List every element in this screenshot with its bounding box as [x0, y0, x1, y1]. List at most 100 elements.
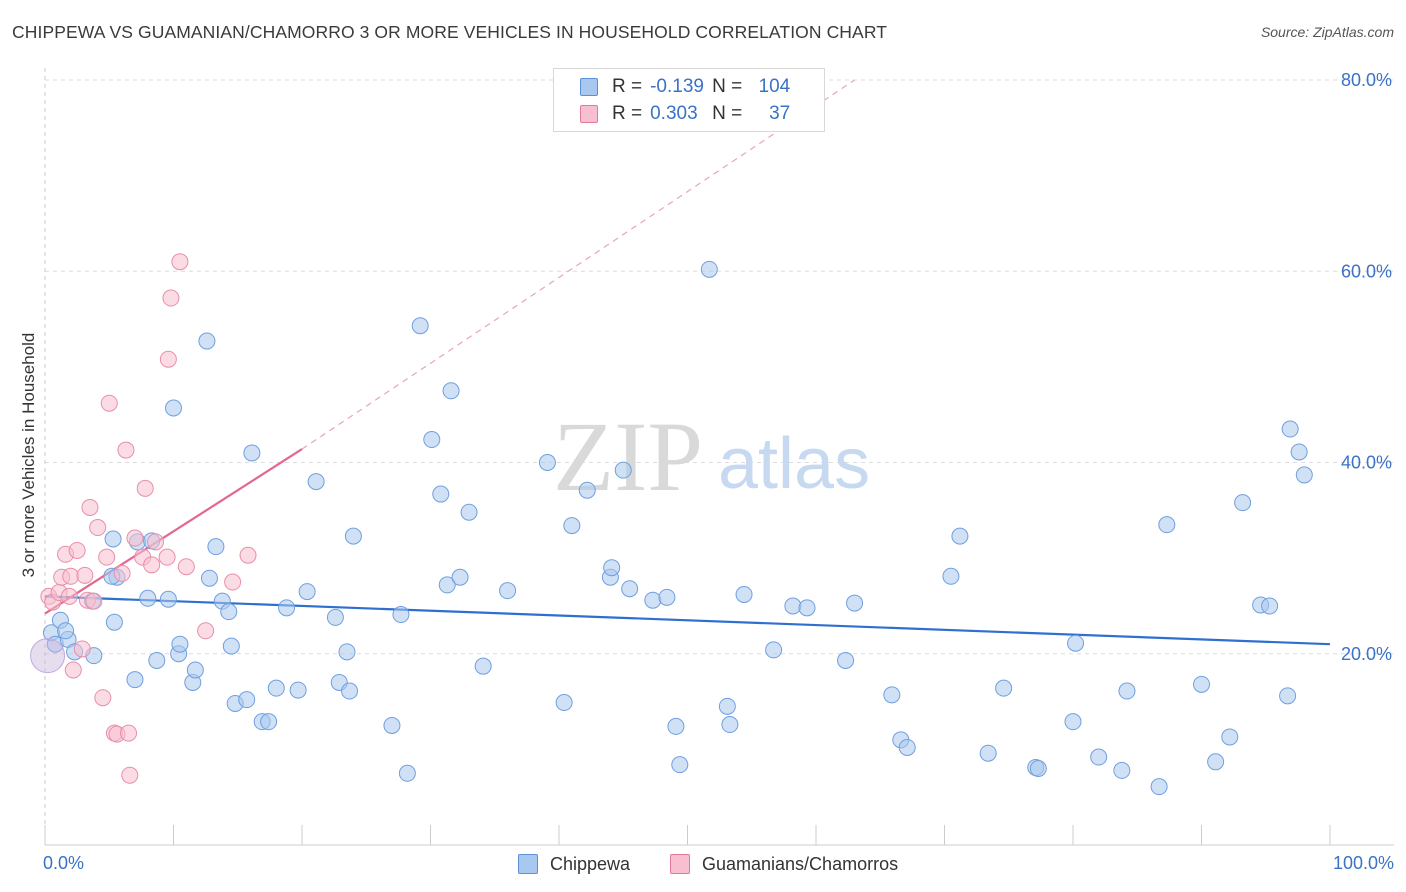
chippewa-point	[621, 580, 639, 598]
source-label: Source: ZipAtlas.com	[1260, 24, 1394, 40]
chippewa-point	[139, 589, 157, 607]
legend-item-guamanian[interactable]: Guamanians/Chamorros	[670, 852, 898, 876]
trend-lines	[44, 79, 1331, 646]
watermark-atlas: atlas	[718, 424, 870, 504]
chippewa-point	[898, 738, 916, 756]
legend-n-label: N =	[712, 103, 743, 124]
chippewa-point	[1158, 516, 1176, 534]
chippewa-point	[278, 599, 296, 617]
chippewa-point	[667, 717, 685, 735]
chippewa-point	[942, 567, 960, 585]
chippewa-point	[1113, 761, 1131, 779]
chippewa-trend-line	[44, 595, 1331, 646]
guamanian-point	[81, 498, 99, 516]
chippewa-point	[474, 657, 492, 675]
chippewa-point	[1067, 634, 1085, 652]
guamanian-point	[197, 622, 215, 640]
watermark-zip: ZIP	[553, 401, 703, 512]
legend-r-value: -0.139	[650, 76, 704, 97]
guamanian-point	[143, 556, 161, 574]
chippewa-point	[411, 317, 429, 335]
chippewa-point	[220, 603, 238, 621]
guamanian-point	[126, 529, 144, 547]
chippewa-point	[718, 697, 736, 715]
chippewa-point	[171, 635, 189, 653]
chippewa-point	[700, 260, 718, 278]
chippewa-point	[392, 606, 410, 624]
chippewa-point	[603, 559, 621, 577]
chippewa-point	[555, 694, 573, 712]
chippewa-point	[438, 576, 456, 594]
guamanian-point	[177, 558, 195, 576]
chippewa-point	[1118, 682, 1136, 700]
chippewa-point	[798, 599, 816, 617]
chippewa-point	[267, 679, 285, 697]
chippewa-point	[307, 473, 325, 491]
legend-n-value: 104	[758, 76, 791, 97]
chippewa-point	[159, 590, 177, 608]
guamanian-trend-extension	[301, 79, 855, 450]
guamanian-point	[117, 441, 135, 459]
chippewa-point	[289, 681, 307, 699]
legend-item-chippewa[interactable]: Chippewa	[518, 852, 630, 876]
chippewa-point	[1150, 778, 1168, 796]
guamanian-point	[224, 573, 242, 591]
guamanian-point	[120, 724, 138, 742]
legend-r-label: R =	[612, 103, 643, 124]
chippewa-point	[423, 431, 441, 449]
chippewa-point	[846, 594, 864, 612]
chippewa-point	[1090, 748, 1108, 766]
chippewa-point	[57, 622, 75, 640]
chippewa-point	[165, 399, 182, 417]
chippewa-point	[326, 608, 344, 626]
chippewa-point	[238, 691, 256, 709]
legend-row-guamanian: R = 0.303 N = 37	[580, 102, 790, 126]
chippewa-point	[644, 591, 662, 609]
guamanian-point	[100, 394, 118, 412]
legend-swatch-guamanian	[670, 854, 690, 874]
guamanian-point	[62, 567, 80, 585]
guamanian-point	[98, 548, 116, 566]
chippewa-point	[538, 454, 556, 471]
chippewa-point	[499, 582, 517, 600]
chippewa-point	[578, 481, 596, 499]
guamanian-trend-line	[44, 448, 303, 615]
legend-swatch-chippewa	[518, 854, 538, 874]
chippewa-point	[614, 461, 632, 479]
guamanian-point	[171, 253, 189, 271]
chippewa-point	[658, 588, 676, 606]
chippewa-point	[1234, 494, 1252, 512]
x-tick-label: 0.0%	[43, 853, 84, 873]
chippewa-point	[1221, 728, 1239, 746]
chart-title: CHIPPEWA VS GUAMANIAN/CHAMORRO 3 OR MORE…	[12, 22, 888, 42]
guamanian-point	[121, 766, 139, 784]
guamanian-point	[159, 350, 177, 368]
guamanian-point	[64, 661, 82, 679]
guamanian-point	[89, 519, 107, 537]
chippewa-point	[341, 682, 359, 700]
chippewa-point	[383, 716, 401, 734]
guamanian-point	[162, 289, 180, 307]
chippewa-point	[298, 583, 316, 601]
chippewa-point	[883, 686, 901, 704]
chippewa-point	[951, 527, 969, 545]
guamanian-point	[158, 548, 176, 566]
guamanian-point	[94, 689, 112, 707]
guamanian-point	[68, 541, 86, 559]
chippewa-point	[222, 637, 240, 655]
legend-label-guamanian: Guamanians/Chamorros	[702, 853, 899, 874]
chippewa-point	[1193, 675, 1210, 693]
guamanian-point	[76, 566, 94, 584]
chippewa-point	[671, 756, 689, 774]
watermark: ZIP atlas	[553, 401, 870, 512]
chippewa-point	[344, 527, 362, 545]
y-tick-label: 60.0%	[1341, 261, 1392, 281]
chippewa-point	[979, 744, 997, 762]
chippewa-point	[451, 568, 469, 586]
chippewa-point	[995, 679, 1013, 697]
series-legend: Chippewa Guamanians/Chamorros	[0, 852, 1406, 876]
chippewa-point	[460, 503, 478, 521]
guamanian-point	[239, 546, 257, 564]
cluster-point	[30, 638, 66, 674]
